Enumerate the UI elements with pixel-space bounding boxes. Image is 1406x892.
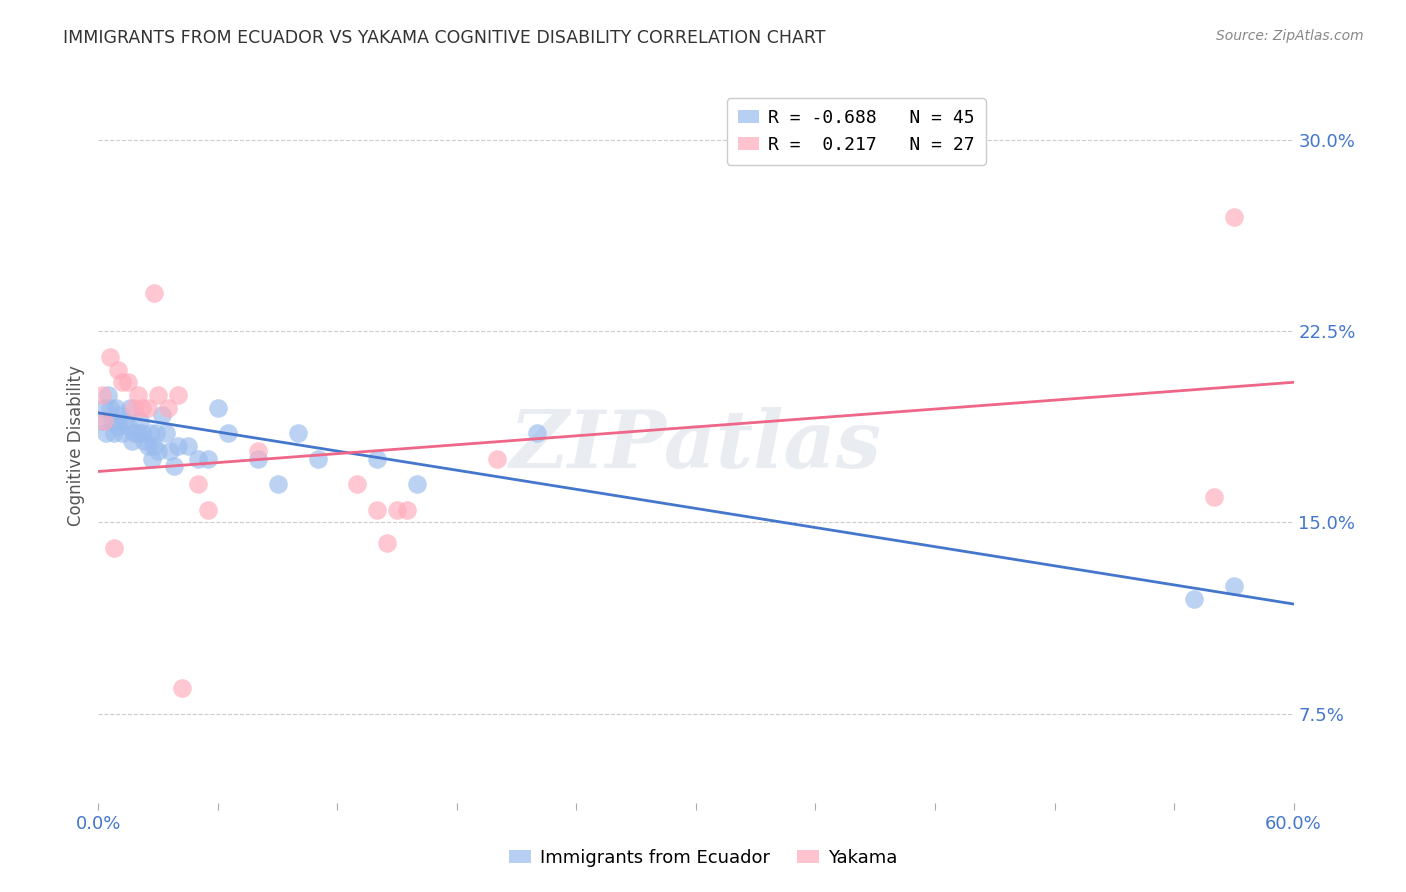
Point — [385, 502, 409, 516]
Point — [375, 536, 398, 550]
Point — [143, 439, 166, 453]
Point — [346, 477, 368, 491]
Point — [526, 426, 548, 441]
Point — [167, 388, 190, 402]
Point — [131, 401, 153, 415]
Point — [127, 426, 149, 441]
Point — [1202, 490, 1225, 504]
Point — [1223, 210, 1246, 224]
Point — [131, 426, 153, 441]
Point — [93, 413, 115, 427]
Point — [150, 409, 173, 423]
Point — [120, 401, 142, 415]
Point — [93, 401, 115, 415]
Point — [187, 477, 209, 491]
Point — [91, 388, 114, 402]
Point — [159, 444, 181, 458]
Point — [167, 439, 190, 453]
Point — [124, 426, 146, 441]
Point — [177, 439, 200, 453]
Point — [197, 451, 219, 466]
Point — [112, 413, 135, 427]
Text: IMMIGRANTS FROM ECUADOR VS YAKAMA COGNITIVE DISABILITY CORRELATION CHART: IMMIGRANTS FROM ECUADOR VS YAKAMA COGNIT… — [63, 29, 825, 46]
Point — [103, 426, 125, 441]
Point — [287, 426, 309, 441]
Point — [406, 477, 429, 491]
Point — [1182, 591, 1205, 606]
Point — [217, 426, 239, 441]
Text: Source: ZipAtlas.com: Source: ZipAtlas.com — [1216, 29, 1364, 43]
Point — [143, 286, 166, 301]
Point — [124, 401, 146, 415]
Point — [111, 426, 134, 441]
Point — [246, 451, 269, 466]
Point — [111, 376, 134, 390]
Point — [96, 426, 118, 441]
Point — [117, 376, 139, 390]
Point — [117, 418, 139, 433]
Point — [148, 444, 170, 458]
Point — [97, 388, 120, 402]
Point — [98, 401, 122, 415]
Point — [485, 451, 508, 466]
Text: ZIPatlas: ZIPatlas — [510, 408, 882, 484]
Point — [145, 426, 167, 441]
Point — [396, 502, 419, 516]
Point — [101, 413, 124, 427]
Point — [107, 418, 129, 433]
Legend: Immigrants from Ecuador, Yakama: Immigrants from Ecuador, Yakama — [502, 842, 904, 874]
Point — [129, 413, 152, 427]
Point — [157, 401, 180, 415]
Y-axis label: Cognitive Disability: Cognitive Disability — [66, 366, 84, 526]
Point — [307, 451, 329, 466]
Point — [91, 413, 114, 427]
Point — [107, 362, 129, 376]
Point — [134, 434, 156, 448]
Point — [141, 451, 163, 466]
Point — [127, 388, 149, 402]
Point — [136, 401, 159, 415]
Point — [246, 444, 269, 458]
Point — [207, 401, 229, 415]
Point — [98, 350, 122, 364]
Point — [1223, 579, 1246, 593]
Point — [163, 459, 186, 474]
Point — [136, 439, 159, 453]
Point — [366, 502, 388, 516]
Point — [366, 451, 388, 466]
Point — [155, 426, 177, 441]
Point — [187, 451, 209, 466]
Point — [121, 434, 143, 448]
Point — [110, 409, 132, 423]
Point — [139, 426, 162, 441]
Point — [105, 401, 128, 415]
Point — [103, 541, 125, 555]
Point — [267, 477, 290, 491]
Point — [197, 502, 219, 516]
Point — [148, 388, 170, 402]
Legend: R = -0.688   N = 45, R =  0.217   N = 27: R = -0.688 N = 45, R = 0.217 N = 27 — [727, 98, 986, 165]
Point — [172, 681, 194, 695]
